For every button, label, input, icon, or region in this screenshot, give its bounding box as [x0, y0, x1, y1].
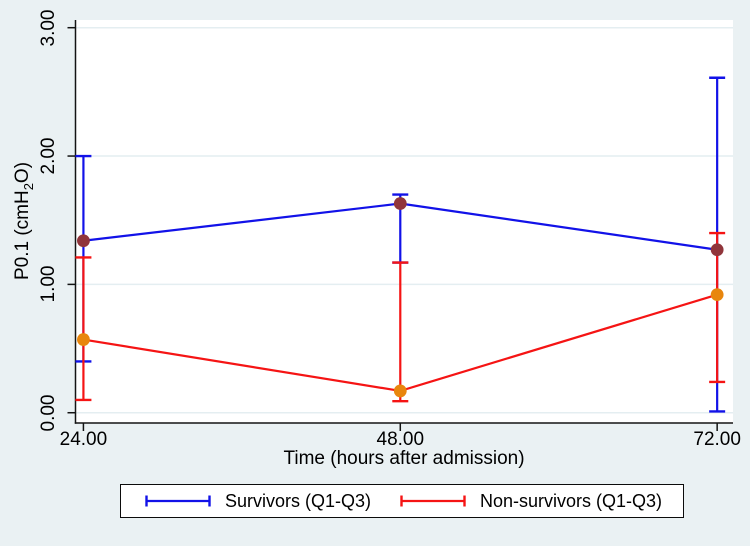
y-tick-label-0: 0.00: [38, 394, 59, 432]
x-tick-label-48: 48.00: [376, 429, 425, 450]
x-tick-label-24: 24.00: [59, 429, 108, 450]
y-axis-title-suffix: O): [12, 161, 34, 184]
y-axis-title: P0.1 (cmH2O): [12, 162, 36, 280]
y-tick-label-3: 3.00: [38, 9, 59, 47]
y-axis-title-subscript: 2: [20, 183, 36, 191]
nonsurvivors-marker-24: [77, 333, 90, 346]
survivors-marker-72: [710, 243, 724, 257]
survivors-marker-48: [393, 197, 407, 210]
x-axis-title: Time (hours after admission): [283, 448, 525, 469]
legend-label-survivors: Survivors (Q1-Q3): [224, 490, 371, 511]
legend-entry-nonsurvivors: Non-survivors (Q1-Q3): [397, 491, 662, 512]
y-tick-label-2: 2.00: [38, 137, 59, 175]
nonsurvivors-marker-72: [710, 288, 724, 302]
survivors-marker-24: [77, 234, 90, 248]
x-tick-label-72: 72.00: [693, 429, 741, 450]
y-tick-label-1: 1.00: [38, 265, 59, 303]
y-axis-title-prefix: P0.1 (cmH: [12, 190, 34, 281]
nonsurvivors-errorbar-key-icon: [400, 495, 466, 507]
survivors-errorbar-key-icon: [145, 495, 211, 507]
plot-background: [75, 20, 733, 423]
nonsurvivors-marker-48: [393, 384, 407, 398]
legend-label-nonsurvivors: Non-survivors (Q1-Q3): [480, 490, 663, 511]
legend: Survivors (Q1-Q3) Non-survivors (Q1-Q3): [120, 484, 684, 518]
legend-entry-survivors: Survivors (Q1-Q3): [142, 491, 371, 512]
